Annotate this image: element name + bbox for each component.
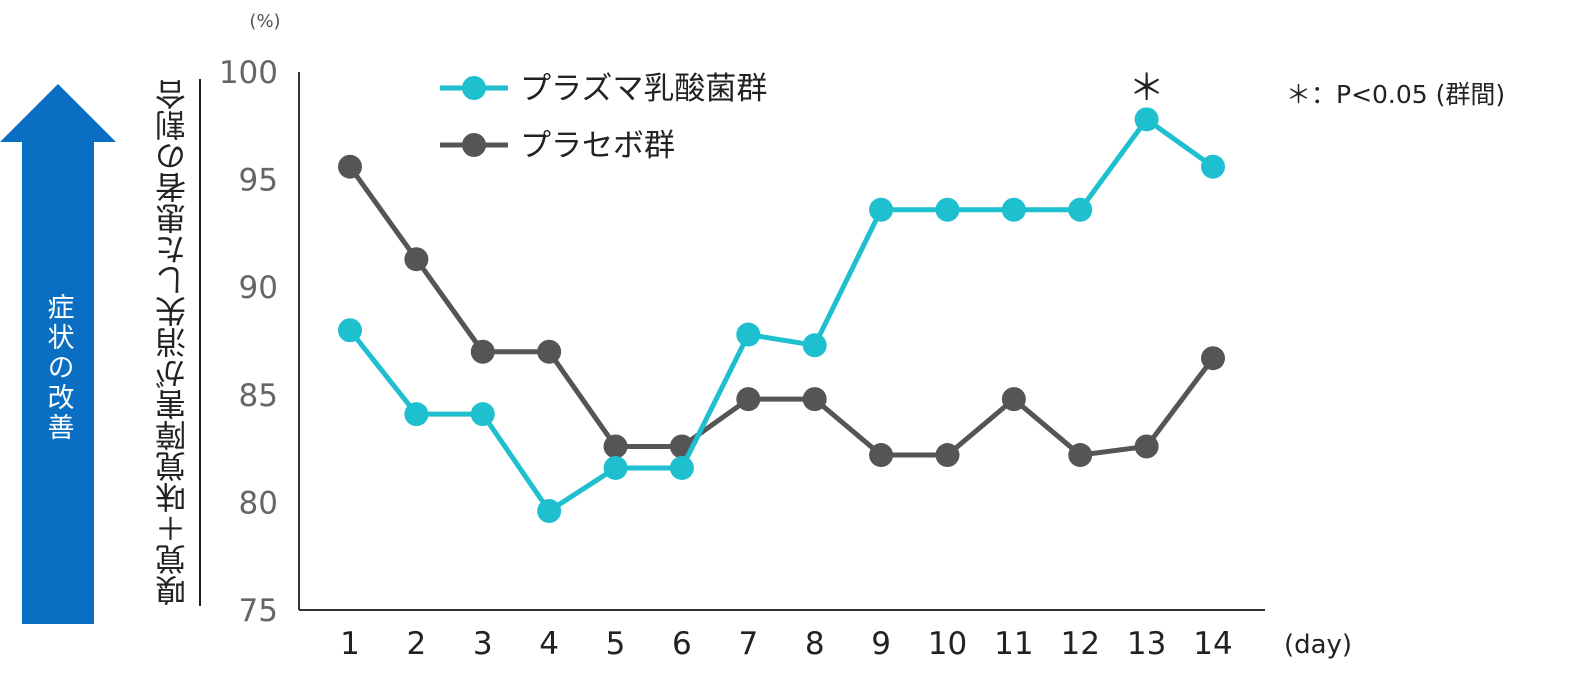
data-point	[1134, 434, 1159, 459]
data-point	[802, 387, 827, 412]
data-point	[1001, 387, 1026, 412]
legend-marker	[462, 133, 486, 157]
significance-note: ＊：P<0.05 (群間)	[1286, 80, 1505, 109]
x-tick-label: 10	[928, 626, 967, 662]
x-tick-label: 4	[539, 626, 559, 662]
x-tick-label: 12	[1061, 626, 1100, 662]
data-point	[470, 339, 495, 364]
x-tick-label: 6	[672, 626, 692, 662]
y-tick-label: 95	[239, 163, 278, 199]
legend-label: プラセボ群	[520, 128, 675, 164]
legend-item: プラズマ乳酸菌群	[440, 71, 767, 107]
data-point	[338, 154, 362, 179]
y-tick-label: 85	[239, 378, 278, 414]
x-tick-label: 3	[473, 626, 493, 662]
significance-marker: ＊	[1129, 67, 1165, 108]
data-point	[869, 443, 894, 468]
series-group	[338, 154, 1225, 468]
x-tick-label: 14	[1193, 626, 1232, 662]
up-arrow-icon	[0, 84, 116, 624]
data-point	[1201, 346, 1225, 371]
x-tick-label: 13	[1127, 626, 1166, 662]
data-point	[404, 402, 429, 427]
x-tick-label: 9	[871, 626, 891, 662]
series-group	[338, 107, 1225, 524]
data-point	[869, 197, 894, 222]
data-point	[338, 318, 362, 343]
data-point	[1068, 443, 1093, 468]
data-point	[802, 333, 827, 358]
x-tick-label: 1	[340, 626, 360, 662]
improvement-label: 症状の改善	[42, 293, 74, 443]
data-point	[404, 247, 429, 272]
legend-label: プラズマ乳酸菌群	[520, 71, 767, 107]
data-point	[1201, 154, 1225, 179]
data-point	[1001, 197, 1026, 222]
x-unit-label: (day)	[1284, 630, 1352, 660]
data-point	[470, 402, 495, 427]
data-point	[537, 339, 562, 364]
data-point	[603, 434, 628, 459]
data-point	[1134, 107, 1159, 132]
y-tick-label: 80	[239, 485, 278, 521]
legend-marker	[462, 76, 486, 100]
data-point	[669, 455, 694, 480]
data-point	[736, 387, 761, 412]
legend-item: プラセボ群	[440, 128, 675, 164]
y-tick-label: 100	[219, 55, 278, 91]
x-tick-label: 5	[606, 626, 626, 662]
data-point	[1068, 197, 1093, 222]
x-tick-label: 11	[994, 626, 1033, 662]
data-point	[935, 443, 960, 468]
data-point	[736, 322, 761, 347]
data-point	[537, 499, 562, 524]
data-point	[603, 455, 628, 480]
x-tick-label: 8	[805, 626, 825, 662]
y-tick-label: 90	[239, 270, 278, 306]
data-point	[935, 197, 960, 222]
x-tick-label: 7	[738, 626, 758, 662]
y-tick-label: 75	[239, 593, 278, 629]
x-tick-label: 2	[407, 626, 427, 662]
y-unit-label: (%)	[249, 11, 280, 32]
